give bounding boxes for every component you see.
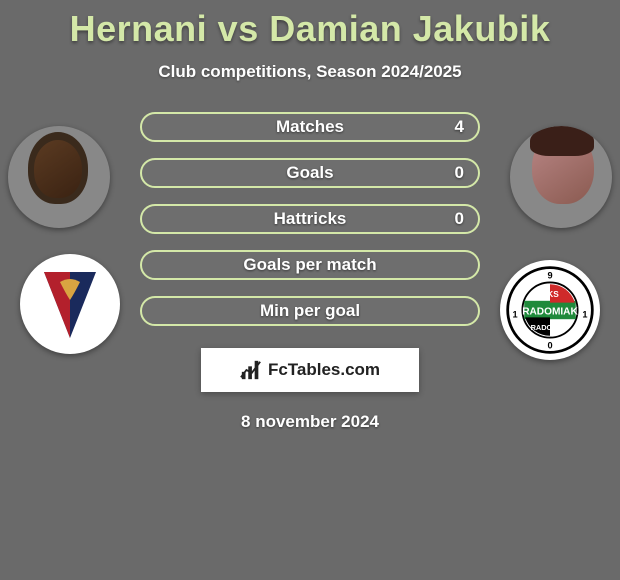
stat-row-matches: Matches 4 <box>140 112 480 142</box>
subtitle: Club competitions, Season 2024/2025 <box>0 62 620 82</box>
stat-row-goals-per-match: Goals per match <box>140 250 480 280</box>
source-logo: FcTables.com <box>201 348 419 392</box>
radomiak-crest-icon: 9 1 1 0 RADOMIAK RKS RADOM <box>504 264 596 356</box>
club-left-badge <box>20 254 120 354</box>
source-logo-text: FcTables.com <box>268 360 380 380</box>
page-title: Hernani vs Damian Jakubik <box>0 0 620 50</box>
svg-text:1: 1 <box>582 309 587 319</box>
svg-text:1: 1 <box>512 309 517 319</box>
stats-list: Matches 4 Goals 0 Hattricks 0 Goals per … <box>140 112 480 326</box>
stat-row-hattricks: Hattricks 0 <box>140 204 480 234</box>
club-right-badge: 9 1 1 0 RADOMIAK RKS RADOM <box>500 260 600 360</box>
stat-label: Matches <box>276 117 344 137</box>
player-right-avatar <box>510 126 612 228</box>
svg-text:RADOMIAK: RADOMIAK <box>522 307 578 318</box>
stat-label: Goals per match <box>243 255 376 275</box>
svg-text:9: 9 <box>547 271 552 281</box>
bar-chart-icon <box>240 359 262 381</box>
stat-row-goals: Goals 0 <box>140 158 480 188</box>
svg-text:RADOM: RADOM <box>531 323 559 332</box>
stat-label: Min per goal <box>260 301 360 321</box>
stat-value: 0 <box>455 209 464 229</box>
comparison-panel: 9 1 1 0 RADOMIAK RKS RADOM Matches 4 Goa… <box>0 112 620 432</box>
stat-row-min-per-goal: Min per goal <box>140 296 480 326</box>
player-left-avatar <box>8 126 110 228</box>
date-label: 8 november 2024 <box>0 412 620 432</box>
stat-value: 0 <box>455 163 464 183</box>
stat-value: 4 <box>455 117 464 137</box>
pogon-crest-icon <box>30 264 110 344</box>
stat-label: Goals <box>286 163 333 183</box>
stat-label: Hattricks <box>274 209 347 229</box>
svg-text:RKS: RKS <box>541 290 559 299</box>
svg-text:0: 0 <box>547 341 552 351</box>
